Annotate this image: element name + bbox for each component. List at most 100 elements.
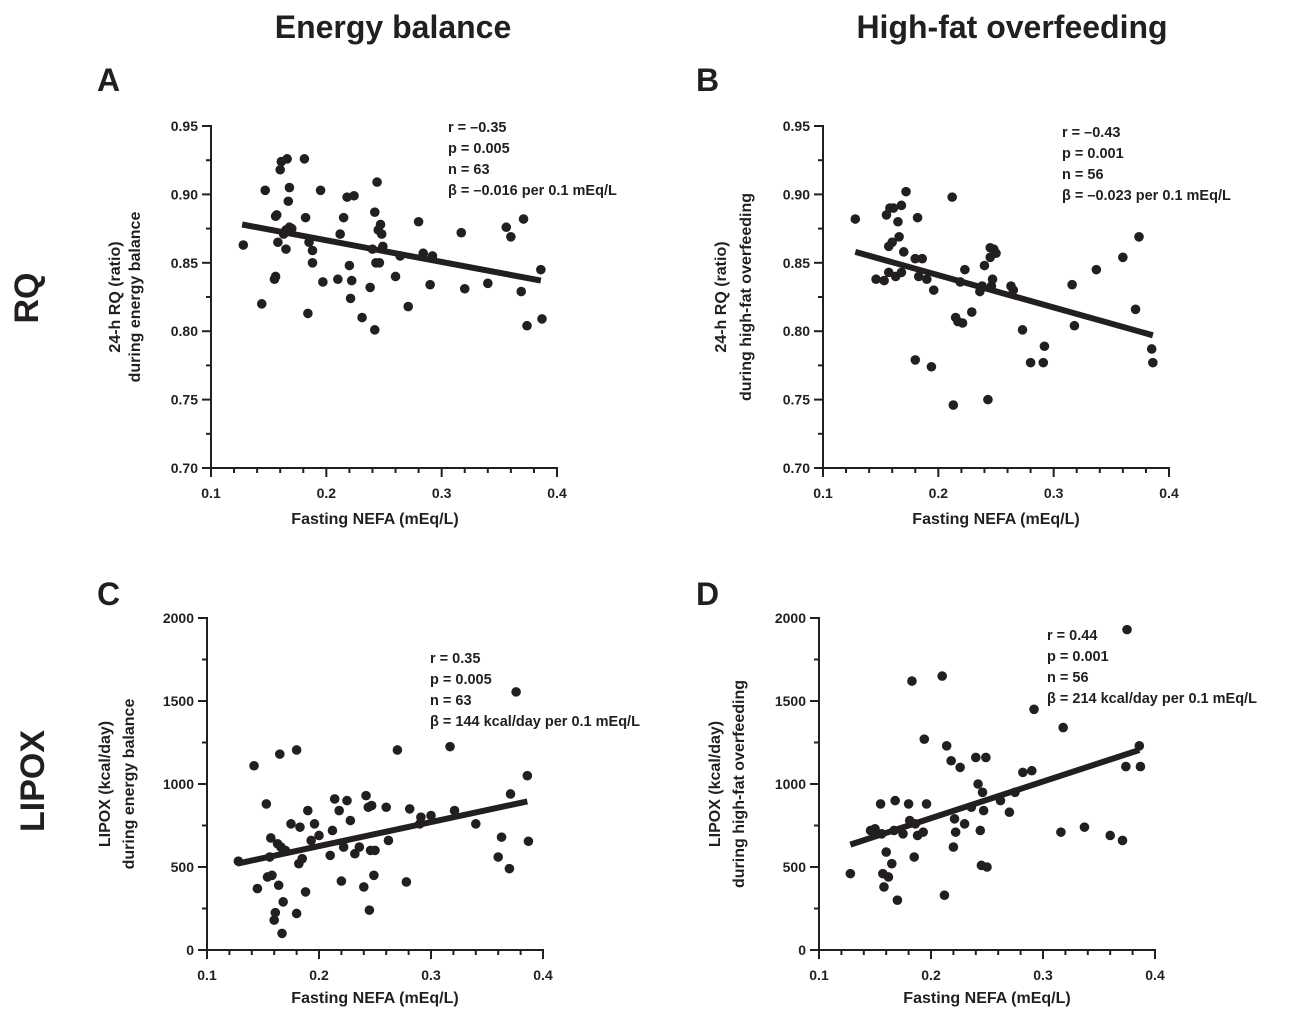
data-point-a (395, 251, 405, 261)
y-axis-title-a-line2: during energy balance (127, 212, 144, 383)
data-point-d (887, 858, 897, 869)
data-point-b (1025, 357, 1036, 368)
data-point-a (501, 222, 512, 233)
y-tick-label-d: 0 (798, 942, 806, 958)
data-point-d (975, 825, 986, 836)
data-point-c (306, 835, 316, 846)
data-point-c (445, 741, 455, 752)
data-point-c (361, 790, 371, 801)
x-tick-label-b: 0.3 (1044, 485, 1064, 501)
data-point-b (957, 318, 968, 328)
x-tick-label-c: 0.1 (197, 967, 217, 983)
y-tick-label-b: 0.95 (783, 118, 810, 134)
data-point-c (496, 832, 507, 842)
data-point-b (913, 271, 924, 282)
regression-line-c (236, 798, 528, 867)
data-point-d (870, 824, 880, 834)
data-point-a (374, 258, 385, 268)
data-point-a (369, 207, 380, 217)
x-tick-label-b: 0.4 (1159, 485, 1179, 501)
data-point-a (483, 278, 493, 289)
y-tick-label-d: 500 (783, 859, 807, 875)
data-point-d (949, 814, 960, 824)
data-point-c (342, 795, 352, 806)
data-point-a (425, 279, 435, 290)
data-point-a (303, 308, 313, 319)
data-point-b (871, 274, 881, 285)
y-tick-label-b: 0.70 (783, 460, 810, 476)
x-axis-title-c: Fasting NEFA (mEq/L) (291, 990, 458, 1007)
data-point-a (299, 154, 310, 164)
data-point-d (1117, 835, 1128, 846)
panel-b: B r = –0.43 p = 0.001 n = 56 β = –0.023 … (696, 62, 1231, 528)
y-axis-title-b-line2: during high-fat overfeeding (738, 193, 755, 401)
data-point-c (404, 804, 415, 814)
panel-a: A r = –0.35 p = 0.005 n = 63 β = –0.016 … (97, 62, 617, 528)
y-axis-title-b-line1: 24-h RQ (ratio) (713, 241, 730, 352)
data-point-b (922, 274, 932, 285)
x-tick-label-a: 0.3 (432, 485, 452, 501)
data-point-b (1039, 341, 1050, 352)
data-point-d (1058, 722, 1068, 733)
data-point-a (271, 210, 282, 220)
y-axis-title-a-line1: 24-h RQ (ratio) (107, 241, 124, 352)
data-point-c (449, 805, 460, 816)
data-point-a (369, 325, 380, 335)
regression-line-b (854, 248, 1154, 339)
data-point-a (338, 212, 349, 223)
data-point-c (314, 830, 324, 841)
x-tick-label-d: 0.4 (1145, 967, 1165, 983)
data-point-d (903, 799, 914, 809)
data-point-b (910, 253, 921, 264)
data-point-a (281, 244, 291, 254)
y-tick-label-c: 1000 (163, 776, 194, 792)
row-header-rq: RQ (8, 273, 46, 324)
data-point-d (879, 882, 889, 892)
y-tick-label-b: 0.85 (783, 255, 810, 271)
data-point-b (948, 400, 959, 410)
data-point-b (896, 200, 907, 211)
data-point-c (297, 853, 308, 864)
data-point-c (291, 745, 302, 755)
stat-p-a: p = 0.005 (448, 141, 510, 157)
col-header-energy-balance: Energy balance (275, 9, 512, 45)
data-point-c (252, 883, 263, 894)
data-point-b (1118, 252, 1128, 263)
data-point-c (471, 819, 481, 829)
data-point-c (416, 812, 426, 822)
stat-beta-d: β = 214 kcal/day per 0.1 mEq/L (1047, 691, 1257, 707)
data-point-c (280, 845, 291, 856)
data-point-d (1018, 767, 1028, 778)
data-point-d (1105, 830, 1115, 841)
x-tick-label-d: 0.1 (809, 967, 829, 983)
data-point-c (511, 687, 521, 697)
data-point-b (977, 281, 987, 291)
x-tick-label-d: 0.3 (1033, 967, 1053, 983)
data-point-d (978, 805, 989, 816)
data-point-c (278, 897, 288, 907)
data-point-a (284, 182, 295, 193)
data-point-a (333, 274, 343, 285)
x-tick-label-b: 0.1 (813, 485, 833, 501)
data-point-d (955, 762, 965, 773)
data-point-b (928, 285, 939, 295)
y-axis-title-c-line2: during energy balance (121, 699, 138, 870)
data-point-b (1038, 357, 1049, 368)
data-point-c (249, 760, 259, 771)
data-point-b (912, 212, 923, 223)
data-point-a (367, 244, 378, 254)
y-tick-label-d: 1500 (775, 693, 806, 709)
data-point-c (303, 805, 313, 816)
stat-beta-c: β = 144 kcal/day per 0.1 mEq/L (430, 714, 640, 730)
data-point-d (1010, 787, 1020, 798)
data-point-a (307, 245, 318, 256)
data-point-d (909, 852, 919, 862)
data-point-d (941, 741, 952, 751)
data-point-d (1135, 761, 1146, 772)
data-point-d (918, 827, 928, 837)
data-point-d (977, 787, 988, 798)
data-point-a (516, 286, 527, 297)
data-point-a (275, 164, 286, 175)
data-point-b (983, 394, 993, 405)
data-point-a (365, 282, 375, 293)
